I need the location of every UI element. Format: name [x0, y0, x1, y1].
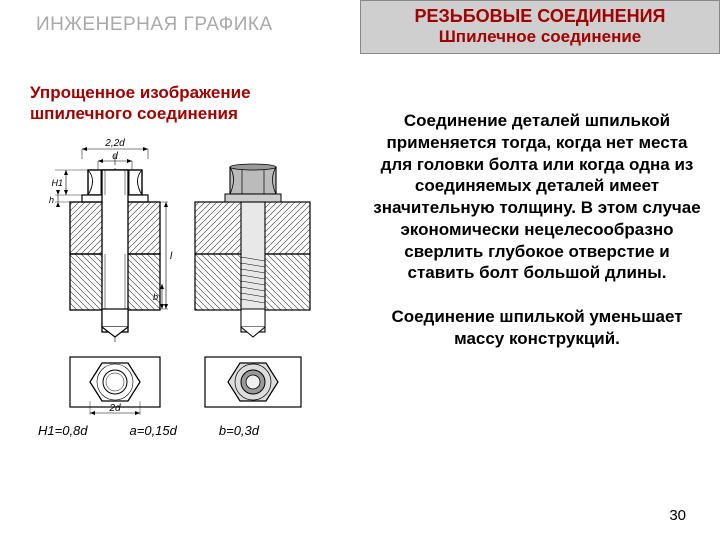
subheading-line1: Упрощенное изображение: [30, 83, 251, 102]
paragraph-1: Соединение деталей шпилькой применяется …: [372, 110, 702, 284]
right-column: Соединение деталей шпилькой применяется …: [360, 54, 720, 438]
dim-2d: 2d: [108, 403, 121, 414]
formula-a: a=0,15d: [130, 423, 177, 438]
content-row: Упрощенное изображение шпилечного соедин…: [0, 54, 720, 438]
title-line2: Шпилечное соединение: [369, 27, 711, 47]
engineering-drawing: 2,2d d: [30, 137, 330, 417]
dim-b: b: [153, 292, 158, 302]
left-top-view: 2d: [70, 357, 160, 415]
formula-h1: H1=0,8d: [38, 423, 88, 438]
title-line1: РЕЗЬБОВЫЕ СОЕДИНЕНИЯ: [369, 6, 711, 27]
dim-l: l: [170, 251, 173, 262]
paragraph-2: Соединение шпилькой уменьшает массу конс…: [372, 306, 702, 350]
header-row: ИНЖЕНЕРНАЯ ГРАФИКА РЕЗЬБОВЫЕ СОЕДИНЕНИЯ …: [0, 0, 720, 54]
left-column: Упрощенное изображение шпилечного соедин…: [0, 54, 360, 438]
subheading: Упрощенное изображение шпилечного соедин…: [30, 82, 352, 125]
title-box: РЕЗЬБОВЫЕ СОЕДИНЕНИЯ Шпилечное соединени…: [360, 0, 720, 54]
dim-h1: H1: [51, 178, 63, 188]
dim-h: h: [49, 195, 54, 205]
drawing-svg: 2,2d d: [30, 137, 330, 417]
dim-2-2d: 2,2d: [104, 138, 125, 149]
formula-b: b=0,3d: [219, 423, 259, 438]
right-top-view: [205, 357, 301, 407]
left-section-view: 2,2d d: [49, 138, 173, 342]
page-number: 30: [669, 507, 686, 524]
dim-d: d: [112, 151, 118, 162]
formula-row: H1=0,8d a=0,15d b=0,3d: [30, 423, 352, 438]
subheading-line2: шпилечного соединения: [30, 104, 238, 123]
right-rendered-view: [195, 164, 310, 337]
course-title: ИНЖЕНЕРНАЯ ГРАФИКА: [0, 0, 360, 54]
